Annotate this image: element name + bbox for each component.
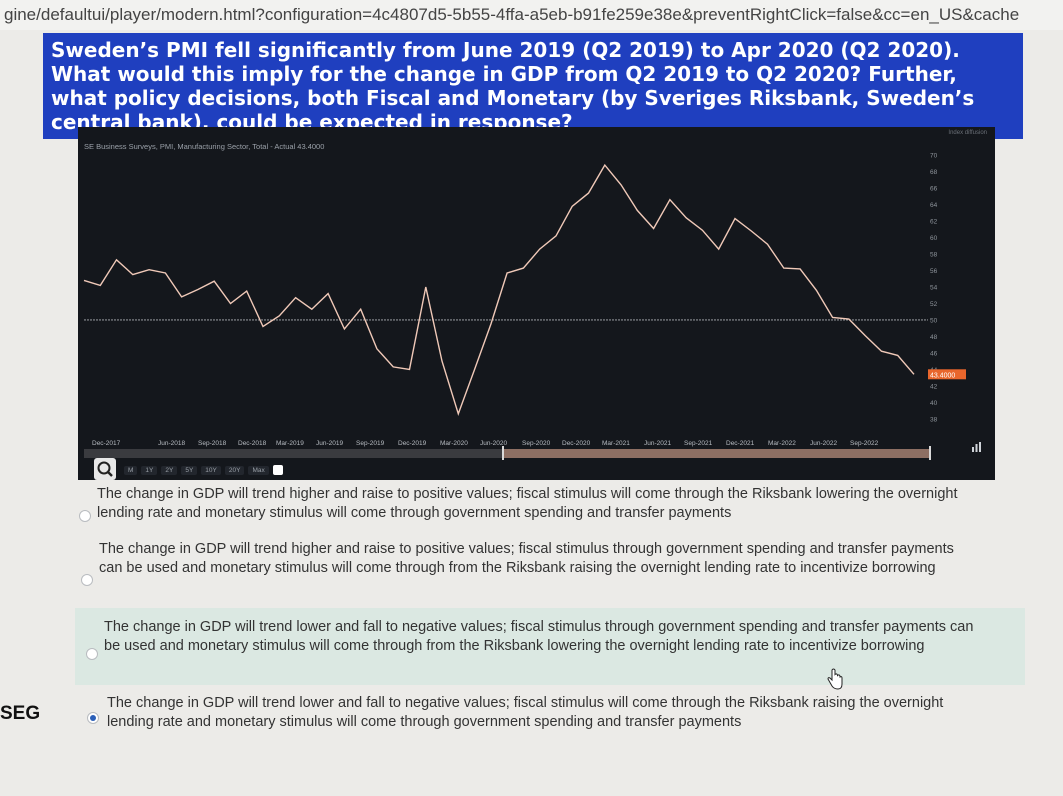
y-tick-label: 70: [930, 153, 938, 160]
y-tick-label: 66: [930, 186, 938, 193]
pmi-chart-panel: SE Business Surveys, PMI, Manufacturing …: [78, 127, 995, 480]
y-tick-label: 68: [930, 169, 938, 176]
y-tick-label: 46: [930, 350, 938, 357]
export-icon[interactable]: [971, 440, 983, 452]
range-navigator-selection[interactable]: [503, 449, 930, 458]
x-tick-label: Jun-2019: [316, 440, 343, 447]
answer-option-3[interactable]: The change in GDP will trend lower and f…: [75, 608, 1025, 685]
x-tick-label: Dec-2017: [92, 440, 121, 447]
y-tick-label: 50: [930, 317, 938, 324]
range-button-5y[interactable]: 5Y: [181, 465, 198, 475]
unit-label: Index diffusion: [948, 130, 987, 136]
y-tick-label: 48: [930, 334, 938, 341]
question-prompt: Sweden’s PMI fell significantly from Jun…: [43, 33, 1023, 139]
answer-option-4[interactable]: The change in GDP will trend lower and f…: [75, 690, 1025, 734]
pmi-line-chart: 384042444648505254565860626466687043.400…: [83, 153, 966, 460]
chart-title: SE Business Surveys, PMI, Manufacturing …: [84, 142, 325, 151]
answer-option-text: The change in GDP will trend higher and …: [97, 486, 958, 521]
y-tick-label: 54: [930, 285, 938, 292]
y-tick-label: 58: [930, 252, 938, 259]
range-button-1y[interactable]: 1Y: [141, 465, 158, 475]
x-tick-label: Dec-2020: [562, 440, 591, 447]
y-tick-label: 42: [930, 383, 938, 390]
x-tick-label: Sep-2021: [684, 440, 713, 447]
x-tick-label: Sep-2020: [522, 440, 551, 447]
y-tick-label: 56: [930, 268, 938, 275]
answer-option-2[interactable]: The change in GDP will trend higher and …: [75, 538, 1025, 610]
range-button-20y[interactable]: 20Y: [224, 465, 245, 475]
x-tick-label: Mar-2019: [276, 440, 304, 447]
range-handle[interactable]: [502, 446, 504, 460]
x-tick-label: Dec-2018: [238, 440, 267, 447]
answer-option-text: The change in GDP will trend lower and f…: [107, 695, 944, 730]
x-tick-label: Jun-2022: [810, 440, 837, 447]
radio-button[interactable]: [79, 510, 91, 522]
x-tick-label: Sep-2018: [198, 440, 227, 447]
last-value-badge: [928, 369, 966, 380]
address-bar[interactable]: gine/defaultui/player/modern.html?config…: [0, 0, 1063, 30]
zoom-icon[interactable]: [94, 458, 116, 480]
y-tick-label: 62: [930, 219, 938, 226]
side-label: SEG: [0, 703, 41, 724]
radio-button[interactable]: [86, 648, 98, 660]
x-tick-label: Jun-2018: [158, 440, 185, 447]
range-handle[interactable]: [929, 446, 931, 460]
x-tick-label: Mar-2022: [768, 440, 796, 447]
x-tick-label: Dec-2021: [726, 440, 755, 447]
y-tick-label: 38: [930, 416, 938, 423]
x-tick-label: Mar-2020: [440, 440, 468, 447]
range-button-max[interactable]: Max: [248, 465, 269, 475]
y-tick-label: 52: [930, 301, 938, 308]
radio-button[interactable]: [81, 574, 93, 586]
last-value-label: 43.4000: [930, 372, 955, 379]
x-tick-label: Sep-2022: [850, 440, 879, 447]
x-tick-label: Sep-2019: [356, 440, 385, 447]
question-text: Sweden’s PMI fell significantly from Jun…: [51, 38, 975, 134]
answer-option-1[interactable]: The change in GDP will trend higher and …: [75, 482, 1025, 522]
x-tick-label: Mar-2021: [602, 440, 630, 447]
x-tick-label: Dec-2019: [398, 440, 427, 447]
range-toolbar: M 1Y 2Y 5Y 10Y 20Y Max: [124, 463, 283, 477]
settings-icon[interactable]: [272, 465, 283, 475]
x-tick-label: Jun-2021: [644, 440, 671, 447]
hand-cursor-icon: [827, 668, 843, 690]
y-tick-label: 60: [930, 235, 938, 242]
x-tick-label: Jun-2020: [480, 440, 507, 447]
answer-option-text: The change in GDP will trend higher and …: [99, 541, 954, 576]
range-button-10y[interactable]: 10Y: [201, 465, 221, 475]
y-tick-label: 40: [930, 400, 938, 407]
radio-button-selected[interactable]: [87, 712, 99, 724]
answer-option-text: The change in GDP will trend lower and f…: [104, 619, 974, 654]
range-button-m[interactable]: M: [124, 465, 138, 475]
range-button-2y[interactable]: 2Y: [161, 465, 178, 475]
y-tick-label: 64: [930, 202, 938, 209]
pmi-series-line: [83, 163, 915, 416]
